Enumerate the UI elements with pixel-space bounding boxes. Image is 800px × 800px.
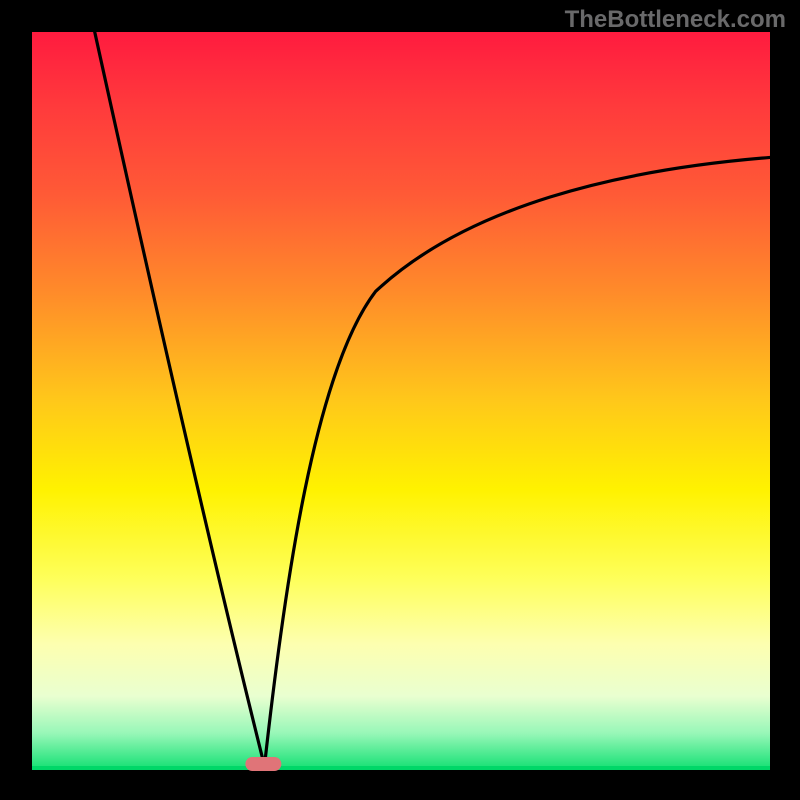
watermark-text: TheBottleneck.com [565,6,786,34]
baseline-bar [32,766,770,770]
optimal-marker [245,757,281,771]
plot-background [32,32,770,770]
bottleneck-chart: TheBottleneck.com [0,0,800,800]
chart-svg [0,0,800,800]
